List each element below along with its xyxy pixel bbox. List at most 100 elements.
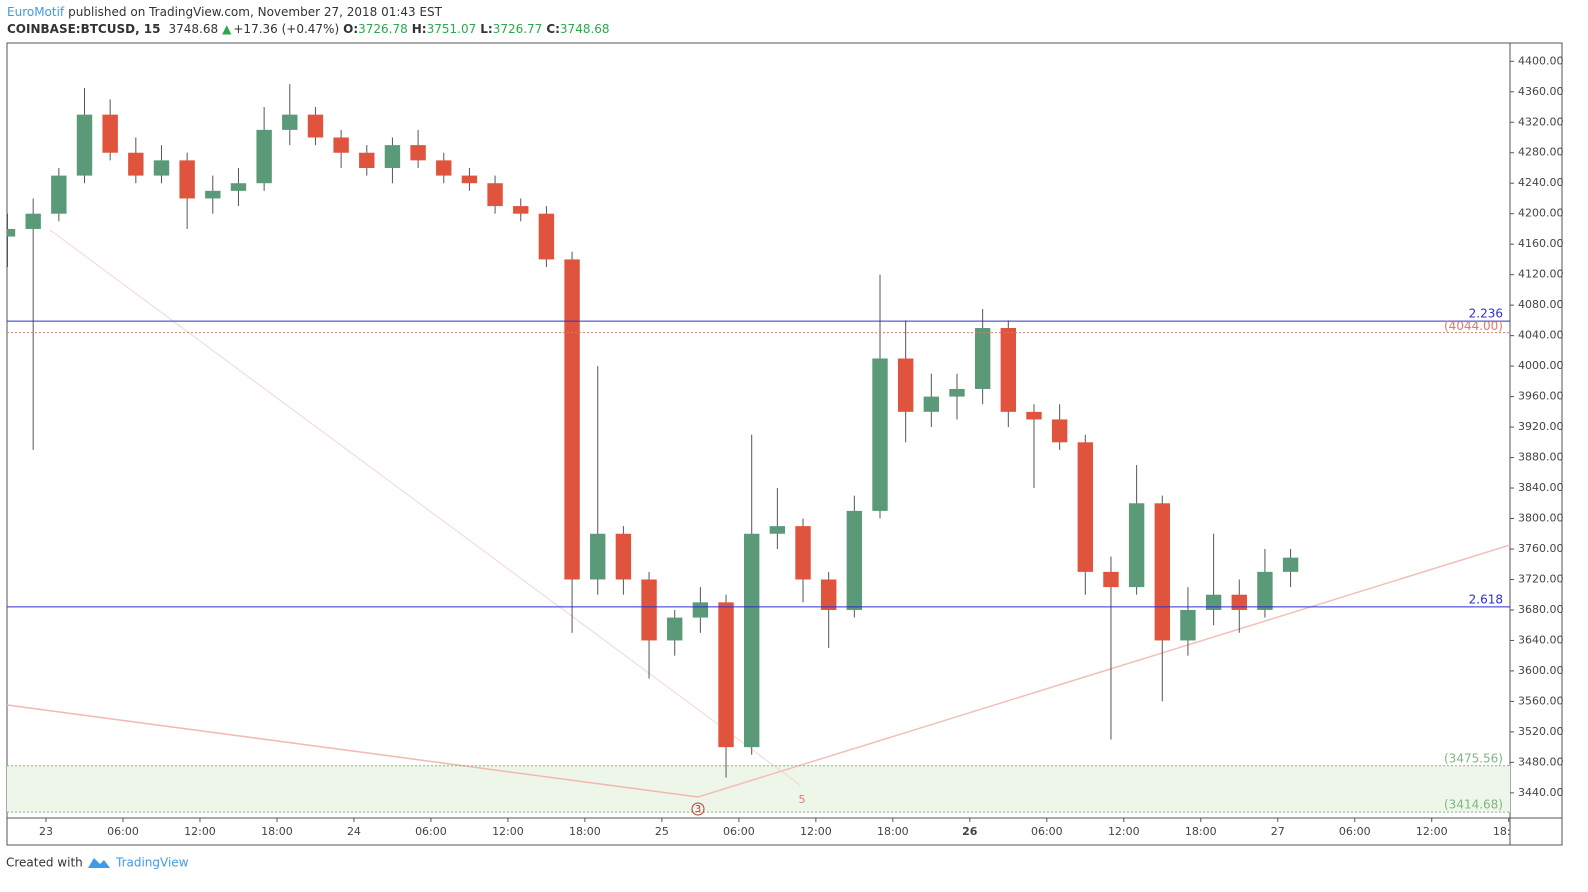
author[interactable]: EuroMotif — [7, 5, 65, 19]
y-tick-label: 4400.00 — [1518, 54, 1564, 67]
x-tick-label: 06:00 — [1031, 825, 1063, 838]
candle-body — [1231, 594, 1247, 610]
candle-body — [795, 526, 811, 580]
candle-body — [615, 533, 632, 580]
candle-body — [307, 114, 324, 138]
candle-body — [1205, 594, 1222, 610]
change: +17.36 (+0.47%) — [233, 22, 339, 36]
candle-body — [564, 259, 580, 580]
candle-body — [718, 602, 734, 748]
y-tick-label: 3920.00 — [1518, 420, 1564, 433]
target-label: (4044.00) — [1444, 319, 1503, 333]
y-tick-label: 3960.00 — [1518, 390, 1564, 403]
x-tick-label: 06:00 — [723, 825, 755, 838]
candle-body — [282, 114, 298, 130]
y-tick-label: 4320.00 — [1518, 115, 1564, 128]
x-tick-label: 25 — [655, 825, 669, 838]
y-tick-label: 4000.00 — [1518, 359, 1564, 372]
l-label: L: — [480, 22, 492, 36]
candle-body — [153, 160, 170, 176]
header-line: EuroMotif published on TradingView.com, N… — [7, 5, 443, 19]
created-with: Created with — [6, 856, 83, 870]
x-tick-label: 06:00 — [1339, 825, 1371, 838]
y-tick-label: 3800.00 — [1518, 512, 1564, 525]
last: 3748.68 — [169, 22, 219, 36]
candle-body — [872, 358, 888, 511]
candle-body — [461, 175, 478, 184]
y-tick-label: 3440.00 — [1518, 786, 1564, 799]
candle-body — [102, 114, 118, 153]
candle-body — [76, 114, 93, 176]
candle-body — [1180, 609, 1196, 641]
h-label: H: — [412, 22, 427, 36]
y-tick-label: 3640.00 — [1518, 633, 1564, 646]
y-tick-label: 4160.00 — [1518, 237, 1564, 250]
y-tick-label: 4120.00 — [1518, 268, 1564, 281]
x-tick-label: 12:00 — [184, 825, 216, 838]
candle-body — [820, 579, 837, 610]
x-tick-label: 18:00 — [1185, 825, 1217, 838]
axes: 3440.00 3480.00 3520.00 3560.00 3600.00 3640.… — [39, 54, 1563, 838]
wave-marker — [691, 802, 705, 816]
x-tick-label: 18:00 — [261, 825, 293, 838]
x-axis: 23 06:00 12:00 18:00 24 06:00 12:00 18:00 25 06:0… — [39, 818, 1525, 838]
x-tick-label: 18:00 — [1493, 825, 1525, 838]
x-tick-label: 18:00 — [877, 825, 909, 838]
candle-body — [692, 602, 709, 618]
x-tick-label: 06:00 — [107, 825, 139, 838]
y-tick-label: 4080.00 — [1518, 298, 1564, 311]
candle-body — [51, 175, 67, 214]
candle-body — [1051, 419, 1068, 443]
published: published on TradingView.com, November 2… — [68, 5, 443, 19]
trend-line — [697, 544, 1510, 798]
candle-body — [179, 160, 195, 199]
y-tick-label: 4280.00 — [1518, 146, 1564, 159]
symbol: COINBASE:BTCUSD, 15 — [7, 22, 161, 36]
candle-body — [897, 358, 914, 412]
trend-line — [49, 229, 801, 786]
candle-body — [128, 152, 144, 176]
candle-body — [7, 228, 16, 237]
candle-body — [256, 129, 272, 184]
zone-label: (3475.56) — [1444, 751, 1503, 765]
x-tick-label: 18:00 — [569, 825, 601, 838]
y-tick-label: 4200.00 — [1518, 207, 1564, 220]
brand[interactable]: TradingView — [115, 856, 189, 870]
candle-body — [744, 533, 760, 748]
candle-body — [513, 206, 529, 214]
y-tick-label: 3520.00 — [1518, 725, 1564, 738]
candle-body — [974, 328, 991, 389]
candle-body — [1103, 571, 1119, 588]
frame — [6, 42, 1563, 846]
y-tick-label: 4240.00 — [1518, 176, 1564, 189]
y-tick-label: 4040.00 — [1518, 329, 1564, 342]
o: 3726.78 — [358, 22, 408, 36]
x-tick-label: 06:00 — [415, 825, 447, 838]
candle-body — [487, 183, 503, 207]
zone-label: (3414.68) — [1444, 798, 1503, 812]
fib-label: 2.618 — [1469, 592, 1503, 606]
candle-body — [641, 579, 657, 641]
y-tick-label: 3600.00 — [1518, 664, 1564, 677]
o-label: O: — [343, 22, 358, 36]
c: 3748.68 — [560, 22, 610, 36]
candle-body — [769, 526, 786, 534]
candle-body — [667, 617, 683, 641]
candle-body — [25, 213, 41, 229]
candle-body — [846, 510, 863, 610]
y-tick-label: 3680.00 — [1518, 603, 1564, 616]
x-tick-label: 12:00 — [1416, 825, 1448, 838]
candle-body — [1026, 411, 1042, 420]
candle-body — [205, 190, 221, 199]
x-tick-label: 24 — [347, 825, 361, 838]
candle-body — [410, 145, 426, 161]
candle-body — [230, 183, 247, 191]
candle-body — [1257, 571, 1273, 610]
logo — [88, 858, 110, 868]
zone — [7, 765, 1510, 813]
trend-line — [7, 704, 699, 798]
candle-body — [384, 145, 401, 168]
candle-body — [949, 388, 965, 397]
y-tick-label: 3840.00 — [1518, 481, 1564, 494]
